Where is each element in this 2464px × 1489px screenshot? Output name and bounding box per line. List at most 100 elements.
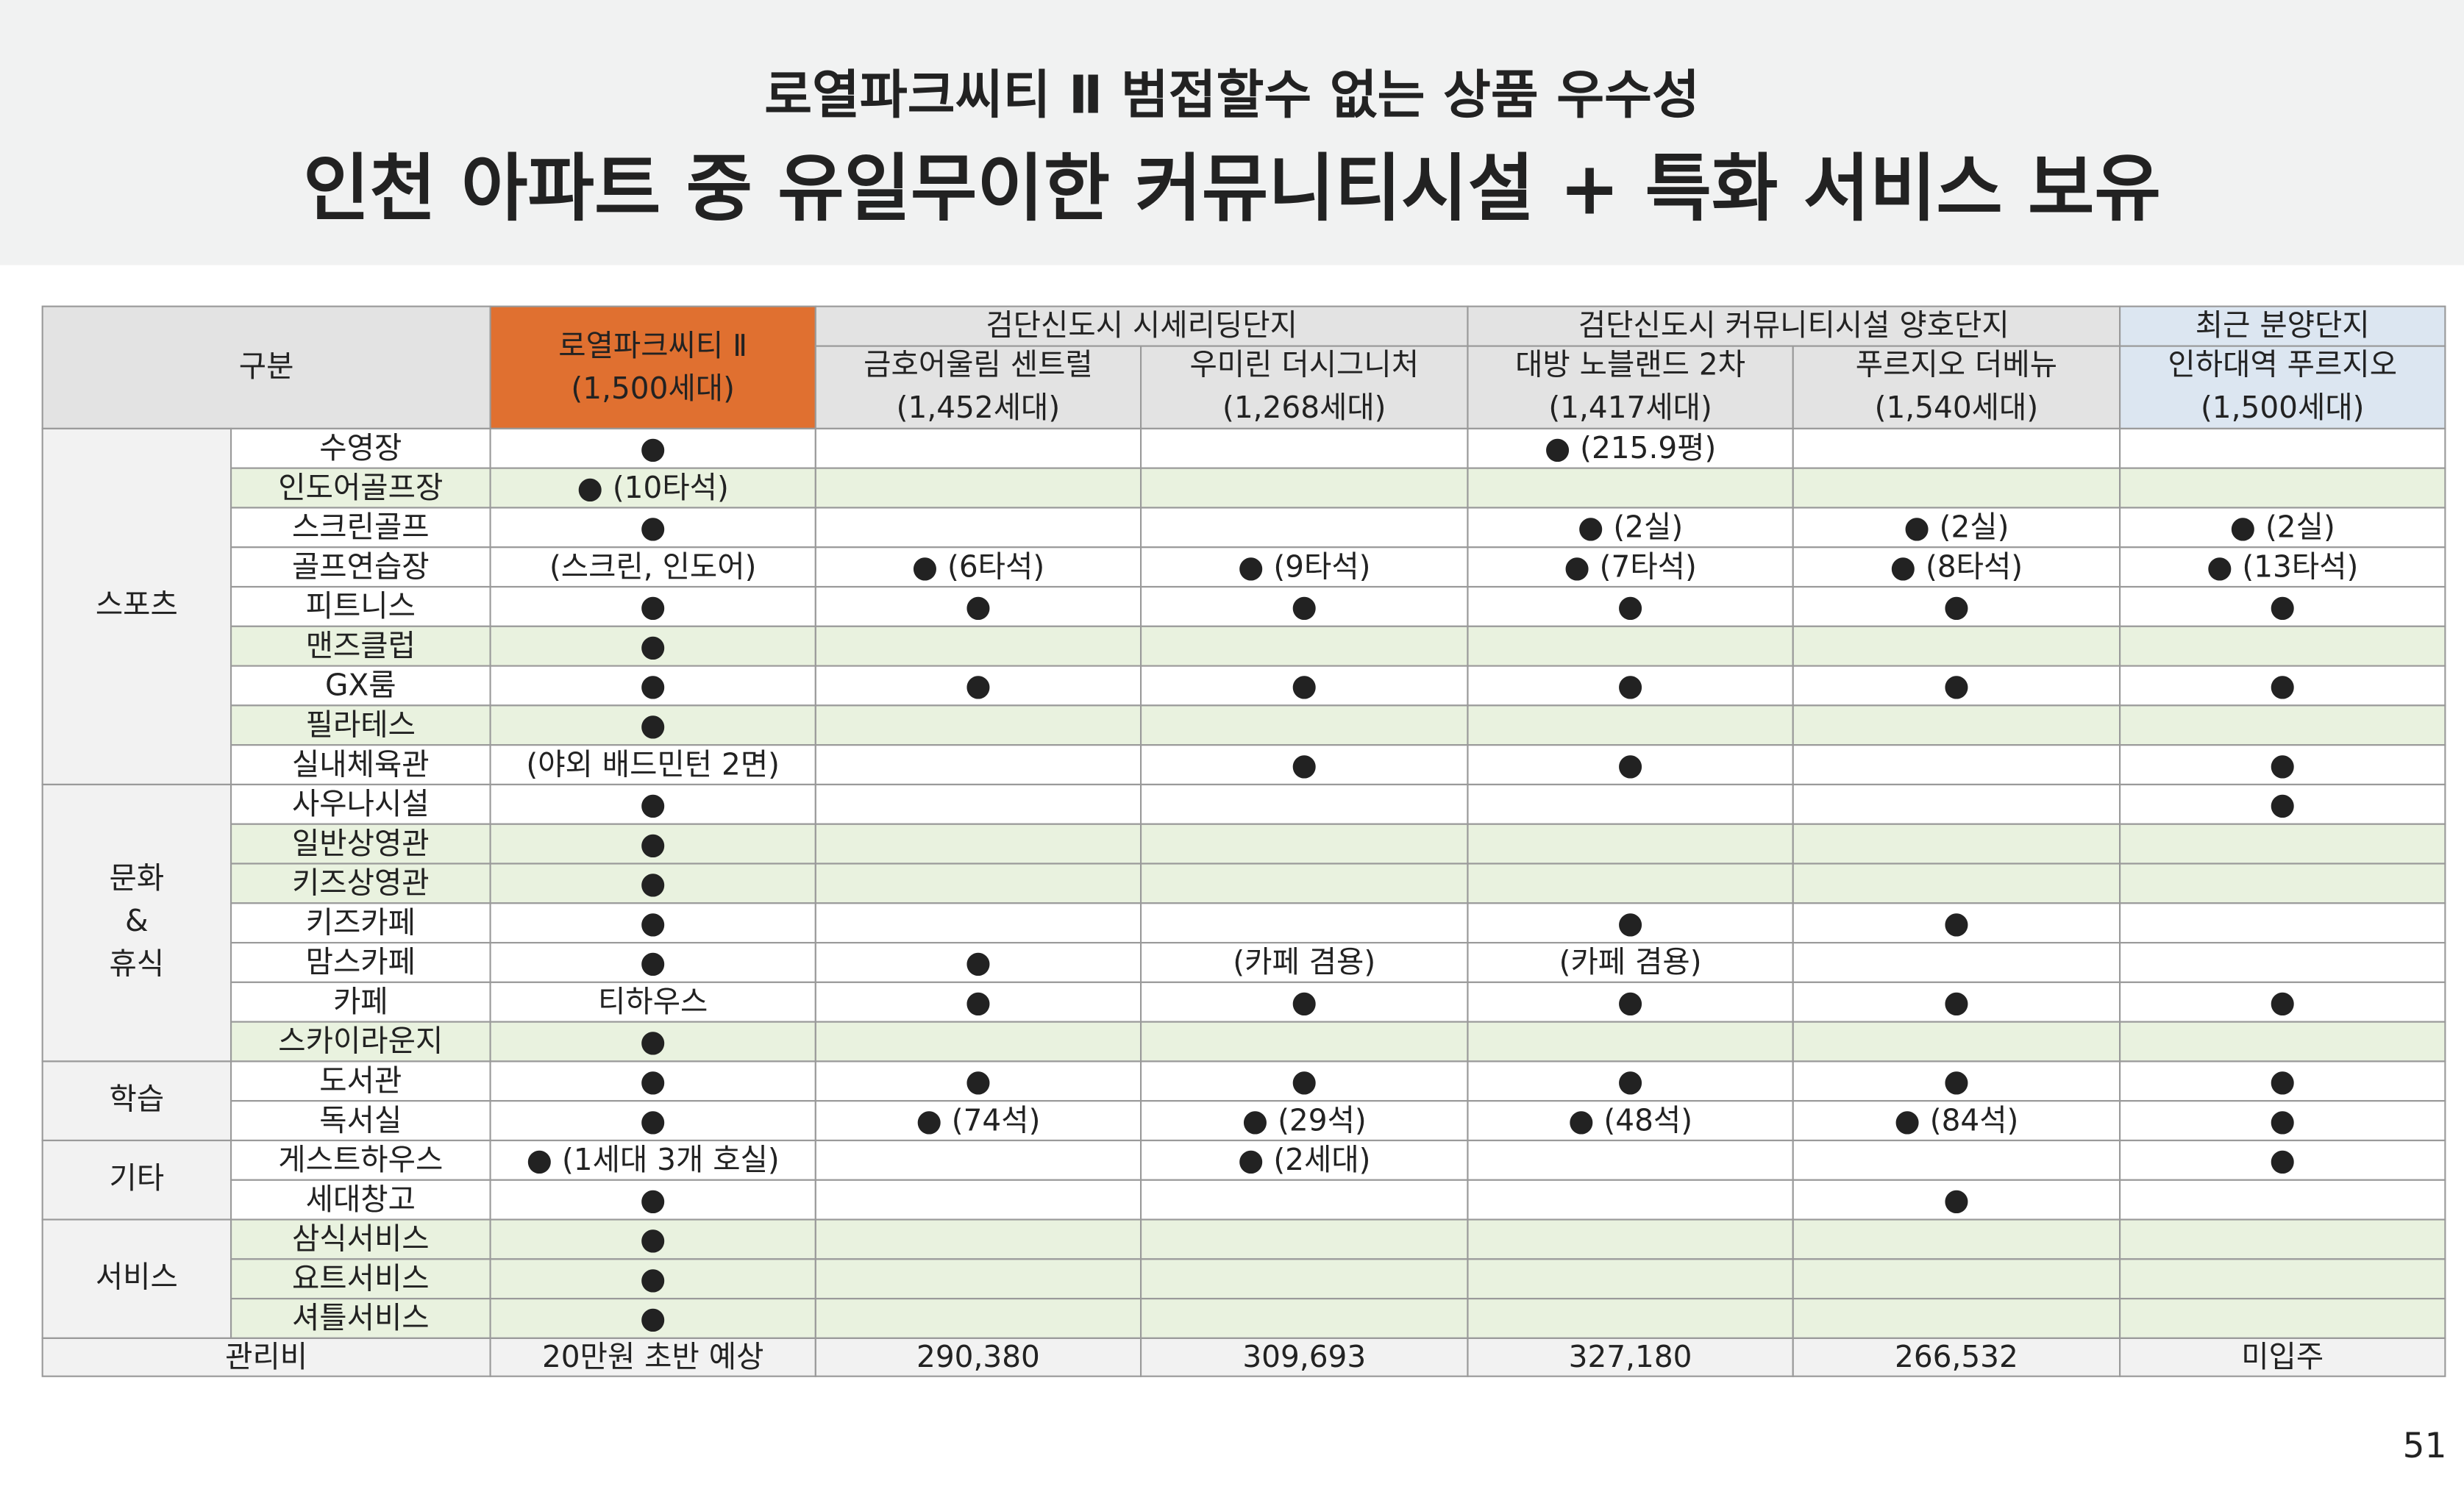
data-cell: [814, 783, 1142, 825]
section-label: 휴식: [110, 946, 165, 981]
data-cell: [1792, 704, 2121, 746]
cell-value: ● (74석): [916, 1102, 1040, 1138]
data-cell: [489, 744, 816, 786]
cell-value: ● (215.9평): [1545, 430, 1717, 465]
cell-value: ●: [1943, 984, 1969, 1019]
section-label: 문화: [110, 860, 165, 896]
data-cell: [489, 507, 816, 549]
item-label: 스카이라운지: [278, 1024, 443, 1059]
item-cell: [229, 744, 491, 786]
data-cell: [814, 1179, 1142, 1221]
data-cell: [2119, 704, 2446, 746]
cell-value: ● (10타석): [577, 470, 729, 505]
data-cell: [2119, 981, 2446, 1023]
data-cell: [2119, 1139, 2446, 1181]
data-cell: [814, 1258, 1142, 1300]
data-cell: [489, 1139, 816, 1181]
page-number: 51: [2403, 1426, 2447, 1466]
cell-value: ●: [640, 1260, 666, 1296]
data-cell: [1467, 744, 1794, 786]
data-cell: [2119, 744, 2446, 786]
data-cell: [1792, 1298, 2121, 1339]
item-label: 요트서비스: [292, 1260, 430, 1296]
data-cell: [814, 507, 1142, 549]
title: 인천 아파트 중 유일무이한 커뮤니티시설 + 특화 서비스 보유: [303, 146, 2161, 232]
item-cell: [229, 1218, 491, 1260]
data-cell: [814, 1298, 1142, 1339]
item-cell: [229, 1060, 491, 1102]
cell-value: ●: [1617, 668, 1643, 703]
header-band: [0, 0, 2464, 265]
data-cell: [1140, 823, 1469, 865]
data-cell: [1467, 1258, 1794, 1300]
cell-value: ● (2실): [1578, 509, 1683, 544]
item-label: 골프연습장: [292, 549, 430, 584]
footer-value: 290,380: [916, 1339, 1040, 1374]
cell-value: (야외 배드민턴 2면): [526, 746, 780, 782]
column-header: [2119, 345, 2446, 429]
data-cell: [814, 823, 1142, 865]
data-cell: [2119, 625, 2446, 667]
footer-label-cell: [41, 1337, 491, 1377]
cell-value: ●: [640, 1221, 666, 1256]
data-cell: [814, 863, 1142, 904]
footer-cell: [1467, 1337, 1794, 1377]
cell-value: (스크린, 인도어): [549, 549, 756, 584]
data-cell: [1467, 981, 1794, 1023]
data-cell: [1467, 1218, 1794, 1260]
column-units: (1,268세대): [1222, 390, 1386, 425]
data-cell: [2119, 1021, 2446, 1063]
highlight-name: 로열파크씨티 Ⅱ: [558, 328, 747, 363]
cell-value: ● (1세대 3개 호실): [527, 1142, 780, 1177]
data-cell: [2119, 902, 2446, 944]
cell-value: ● (13타석): [2207, 549, 2358, 584]
footer-cell: [489, 1337, 816, 1377]
item-cell: [229, 902, 491, 944]
cell-value: ●: [1617, 746, 1643, 782]
data-cell: [1140, 1298, 1469, 1339]
data-cell: [489, 546, 816, 588]
data-cell: [1467, 1100, 1794, 1142]
data-cell: [1140, 625, 1469, 667]
data-cell: [1467, 467, 1794, 509]
item-label: 인도어골프장: [278, 470, 443, 505]
section-cell: [41, 783, 232, 1063]
item-label: 카페: [333, 984, 388, 1019]
cell-value: ●: [1617, 1063, 1643, 1098]
cell-value: ●: [1292, 588, 1317, 624]
data-cell: [2119, 507, 2446, 549]
cell-value: ●: [1943, 1182, 1969, 1217]
data-cell: [1792, 744, 2121, 786]
cell-value: ●: [1617, 904, 1643, 940]
data-cell: [489, 704, 816, 746]
cell-value: ●: [1292, 1063, 1317, 1098]
cell-value: ●: [1617, 984, 1643, 1019]
data-cell: [814, 1021, 1142, 1063]
data-cell: [1140, 744, 1469, 786]
data-cell: [2119, 585, 2446, 627]
item-label: GX룸: [325, 668, 396, 703]
data-cell: [489, 1060, 816, 1102]
column-name: 인하대역 푸르지오: [2168, 347, 2397, 382]
cell-value: ●: [1292, 746, 1317, 782]
data-cell: [1467, 783, 1794, 825]
data-cell: [814, 902, 1142, 944]
item-label: 맨즈클럽: [306, 628, 416, 663]
item-cell: [229, 1258, 491, 1300]
data-cell: [489, 1258, 816, 1300]
item-cell: [229, 704, 491, 746]
item-label: 일반상영관: [292, 826, 430, 861]
item-cell: [229, 941, 491, 983]
column-name: 우미린 더시그니처: [1189, 347, 1419, 382]
subtitle: 로열파크씨티 Ⅱ 범접할수 없는 상품 우수성: [764, 64, 1700, 125]
data-cell: [814, 467, 1142, 509]
data-cell: [2119, 1298, 2446, 1339]
item-label: 피트니스: [306, 588, 416, 624]
cell-value: ●: [640, 668, 666, 703]
cell-value: ●: [2270, 746, 2296, 782]
data-cell: [1467, 1298, 1794, 1339]
data-cell: [1792, 1218, 2121, 1260]
footer-cell: [1140, 1337, 1469, 1377]
data-cell: [814, 546, 1142, 588]
corner-label: 구분: [239, 349, 294, 384]
